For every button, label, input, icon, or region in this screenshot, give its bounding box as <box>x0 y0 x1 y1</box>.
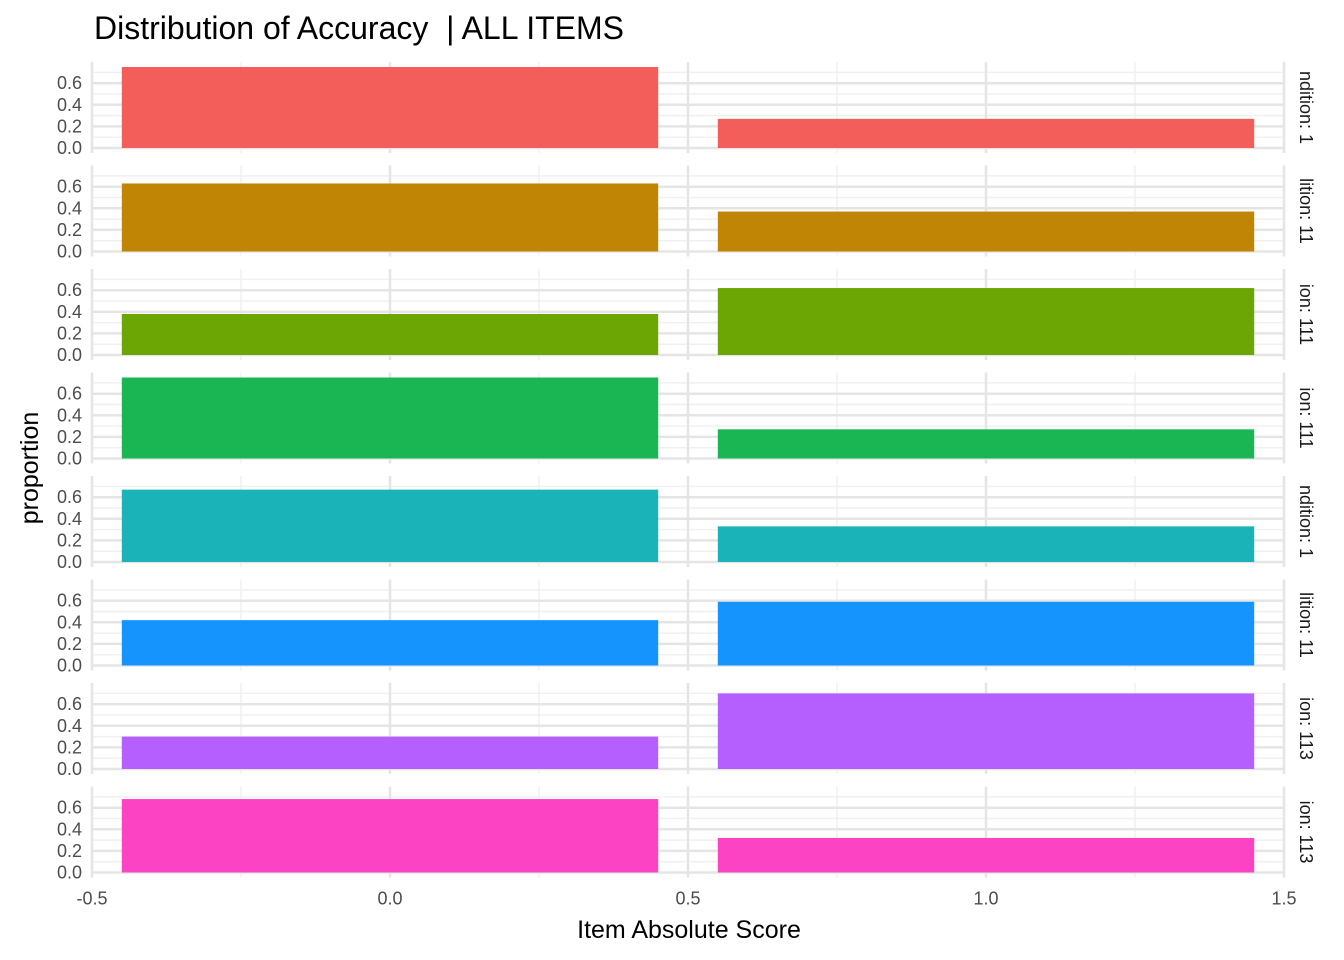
y-tick-label: 0.2 <box>57 220 82 240</box>
y-tick-label: 0.4 <box>57 95 82 115</box>
bar <box>717 526 1255 562</box>
bar <box>121 183 659 252</box>
y-tick-label: 0.4 <box>57 819 82 839</box>
facet-strip-label: lition: 11 <box>1296 178 1316 244</box>
facet-strip: ndition: 1 <box>1296 71 1316 144</box>
facet-panel: 0.00.20.40.6 ion: 111 <box>57 269 1316 365</box>
y-tick-label: 0.6 <box>57 694 82 714</box>
y-tick-label: 0.2 <box>57 737 82 757</box>
x-tick-label: 0.5 <box>675 889 700 909</box>
bar <box>121 489 659 562</box>
y-tick-label: 0.4 <box>57 612 82 632</box>
facet-strip-label: ion: 113 <box>1296 801 1316 864</box>
chart-title: Distribution of Accuracy | ALL ITEMS <box>94 10 624 46</box>
y-tick-label: 0.6 <box>57 73 82 93</box>
y-tick-label: 0.0 <box>57 552 82 572</box>
y-tick-label: 0.2 <box>57 530 82 550</box>
facet-strip-label: lition: 11 <box>1296 592 1316 658</box>
facet-strip: ion: 111 <box>1296 387 1316 448</box>
y-tick-label: 0.6 <box>57 591 82 611</box>
facet-strip-label: ndition: 1 <box>1296 485 1316 558</box>
y-tick-label: 0.6 <box>57 177 82 197</box>
y-tick-label: 0.2 <box>57 116 82 136</box>
bar <box>121 377 659 459</box>
facet-panel: 0.00.20.40.6 ndition: 1 <box>57 476 1316 572</box>
bar <box>717 118 1255 148</box>
facet-strip: ion: 111 <box>1296 284 1316 345</box>
y-tick-label: 0.0 <box>57 449 82 469</box>
bar <box>717 601 1255 666</box>
y-tick-label: 0.0 <box>57 759 82 779</box>
y-tick-label: 0.2 <box>57 841 82 861</box>
facet-panel: 0.00.20.40.6 ion: 113 <box>57 683 1316 779</box>
y-tick-label: 0.2 <box>57 427 82 447</box>
y-tick-label: 0.6 <box>57 384 82 404</box>
y-tick-label: 0.4 <box>57 198 82 218</box>
y-tick-label: 0.0 <box>57 345 82 365</box>
y-tick-label: 0.0 <box>57 863 82 883</box>
bar <box>121 799 659 873</box>
y-tick-label: 0.4 <box>57 405 82 425</box>
bar <box>717 288 1255 355</box>
y-tick-label: 0.0 <box>57 242 82 262</box>
y-tick-label: 0.4 <box>57 302 82 322</box>
x-tick-label: 0.0 <box>377 889 402 909</box>
facet-panel: 0.00.20.40.6 ndition: 1 <box>57 62 1316 158</box>
bar <box>717 429 1255 459</box>
facet-panel: 0.00.20.40.6 lition: 11 <box>57 165 1316 262</box>
y-tick-label: 0.6 <box>57 798 82 818</box>
x-tick-label: -0.5 <box>76 889 107 909</box>
y-tick-label: 0.6 <box>57 280 82 300</box>
y-tick-label: 0.4 <box>57 509 82 529</box>
y-tick-label: 0.2 <box>57 323 82 343</box>
facet-strip: lition: 11 <box>1296 178 1316 244</box>
bar <box>717 837 1255 873</box>
bar <box>121 620 659 666</box>
facet-panel: 0.00.20.40.6 ion: 111 <box>57 372 1316 469</box>
facet-strip-label: ndition: 1 <box>1296 71 1316 144</box>
facet-strip: ion: 113 <box>1296 801 1316 864</box>
facet-strip: ion: 113 <box>1296 697 1316 760</box>
facet-panel: 0.00.20.40.6 ion: 113 <box>57 786 1316 883</box>
y-tick-label: 0.0 <box>57 138 82 158</box>
facet-strip-label: ion: 111 <box>1296 387 1316 448</box>
x-tick-label: 1.5 <box>1271 889 1296 909</box>
y-tick-label: 0.4 <box>57 716 82 736</box>
facet-strip-label: ion: 113 <box>1296 697 1316 760</box>
bar <box>717 211 1255 252</box>
y-tick-label: 0.0 <box>57 656 82 676</box>
bar <box>121 67 659 148</box>
y-tick-label: 0.2 <box>57 634 82 654</box>
facet-panel: 0.00.20.40.6 lition: 11 <box>57 579 1316 676</box>
facet-strip-label: ion: 111 <box>1296 284 1316 345</box>
y-tick-label: 0.6 <box>57 487 82 507</box>
bar <box>121 736 659 769</box>
x-axis-label: Item Absolute Score <box>577 916 801 944</box>
facet-strip: lition: 11 <box>1296 592 1316 658</box>
bar <box>717 693 1255 769</box>
facet-strip: ndition: 1 <box>1296 485 1316 558</box>
bar <box>121 313 659 355</box>
x-tick-label: 1.0 <box>973 889 998 909</box>
